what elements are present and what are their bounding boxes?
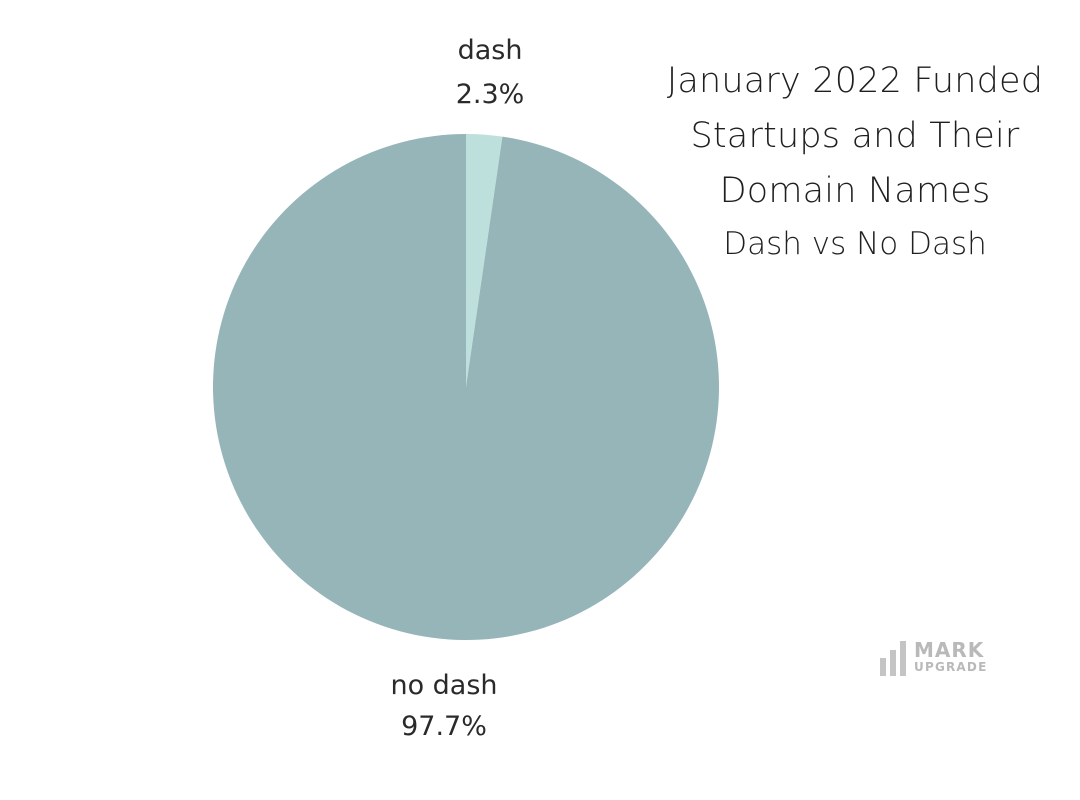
slice-labels: dash 2.3% no dash 97.7%	[390, 35, 524, 742]
chart-title-line-2: Startups and Their	[690, 116, 1020, 156]
chart-title-block: January 2022 Funded Startups and Their D…	[640, 54, 1070, 269]
chart-subtitle: Dash vs No Dash	[723, 226, 987, 262]
bar-chart-logo-icon	[880, 641, 906, 676]
pie-slice-dash	[466, 134, 503, 387]
pie-slices	[213, 134, 720, 640]
pie-slice-no-dash	[213, 134, 720, 640]
mark-upgrade-logo: MARK UPGRADE	[878, 638, 1008, 680]
chart-title-line-1: January 2022 Funded	[666, 61, 1044, 101]
slice-percent-label-dash: 2.3%	[456, 79, 525, 110]
logo-word-upgrade: UPGRADE	[914, 660, 988, 674]
chart-title-line-3: Domain Names	[719, 171, 991, 211]
slice-name-label-dash: dash	[458, 35, 523, 66]
logo-word-mark: MARK	[914, 638, 985, 662]
slice-percent-label-no-dash: 97.7%	[401, 711, 487, 742]
slice-name-label-no-dash: no dash	[390, 670, 497, 701]
